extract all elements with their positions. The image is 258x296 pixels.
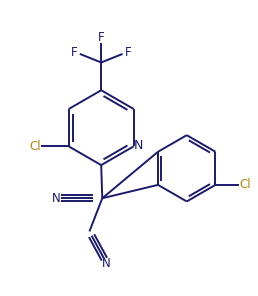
Text: F: F bbox=[98, 31, 104, 44]
Text: N: N bbox=[134, 139, 143, 152]
Text: F: F bbox=[71, 46, 78, 59]
Text: Cl: Cl bbox=[239, 178, 251, 192]
Text: Cl: Cl bbox=[29, 140, 41, 153]
Text: N: N bbox=[102, 258, 111, 271]
Text: F: F bbox=[125, 46, 131, 59]
Text: N: N bbox=[52, 192, 60, 205]
